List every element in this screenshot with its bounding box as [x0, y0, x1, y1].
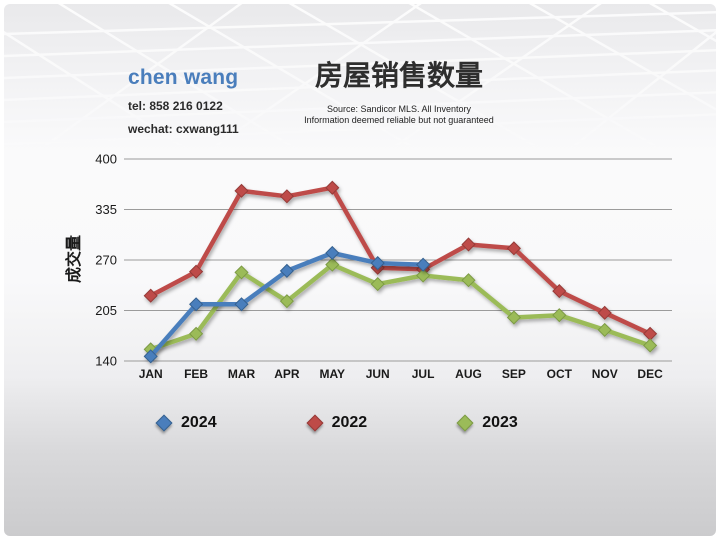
svg-text:APR: APR — [274, 367, 300, 381]
legend-label-2024: 2024 — [181, 414, 217, 431]
svg-text:JUL: JUL — [412, 367, 435, 381]
svg-text:AUG: AUG — [455, 367, 482, 381]
chart-subtitle-line1: Source: Sandicor MLS. All Inventory — [326, 104, 472, 114]
legend-item-2024: 2024 — [155, 414, 217, 432]
svg-text:MAY: MAY — [320, 367, 346, 381]
svg-text:335: 335 — [95, 202, 117, 217]
svg-text:SEP: SEP — [502, 367, 526, 381]
agent-name: chen wang — [128, 66, 239, 89]
diamond-marker-icon — [456, 414, 474, 432]
svg-text:DEC: DEC — [637, 367, 663, 381]
legend-label-2022: 2022 — [331, 414, 368, 431]
svg-text:270: 270 — [95, 253, 117, 268]
data-series — [143, 180, 658, 364]
series-2023 — [143, 257, 658, 357]
series-2022 — [143, 180, 658, 341]
svg-text:OCT: OCT — [547, 367, 573, 381]
agent-contact-block: chen wang tel: 858 216 0122 wechat: cxwa… — [128, 66, 239, 136]
agent-wechat: wechat: cxwang111 — [128, 122, 239, 136]
title-block: 房屋销售数量 Source: Sandicor MLS. All Invento… — [254, 60, 544, 126]
y-tick-labels: 400 335 270 205 140 — [95, 152, 117, 369]
svg-text:NOV: NOV — [592, 367, 618, 381]
chart-subtitle-line2: Information deemed reliable but not guar… — [304, 115, 494, 125]
line-chart: 400 335 270 205 140 JAN FEB MAR APR MAY JUN JUL AUG… — [95, 152, 672, 381]
diamond-marker-icon — [306, 414, 324, 432]
svg-text:FEB: FEB — [184, 367, 208, 381]
svg-text:JUN: JUN — [366, 367, 390, 381]
legend-item-2022: 2022 — [306, 414, 368, 432]
svg-text:MAR: MAR — [228, 367, 256, 381]
svg-text:400: 400 — [95, 152, 117, 167]
legend-label-2023: 2023 — [482, 414, 518, 431]
diamond-marker-icon — [155, 414, 173, 432]
svg-text:140: 140 — [95, 354, 117, 369]
chart-subtitle: Source: Sandicor MLS. All Inventory Info… — [254, 104, 544, 126]
series-2024 — [143, 245, 431, 364]
chart-legend: 2024 2022 2023 — [124, 414, 518, 432]
agent-tel: tel: 858 216 0122 — [128, 99, 223, 113]
legend-item-2023: 2023 — [456, 414, 518, 432]
svg-text:205: 205 — [95, 303, 117, 318]
chart-title: 房屋销售数量 — [314, 60, 483, 91]
svg-text:JAN: JAN — [139, 367, 163, 381]
x-axis-labels: JAN FEB MAR APR MAY JUN JUL AUG SEP OCT NOV DEC — [139, 367, 663, 381]
gridlines — [124, 158, 672, 362]
